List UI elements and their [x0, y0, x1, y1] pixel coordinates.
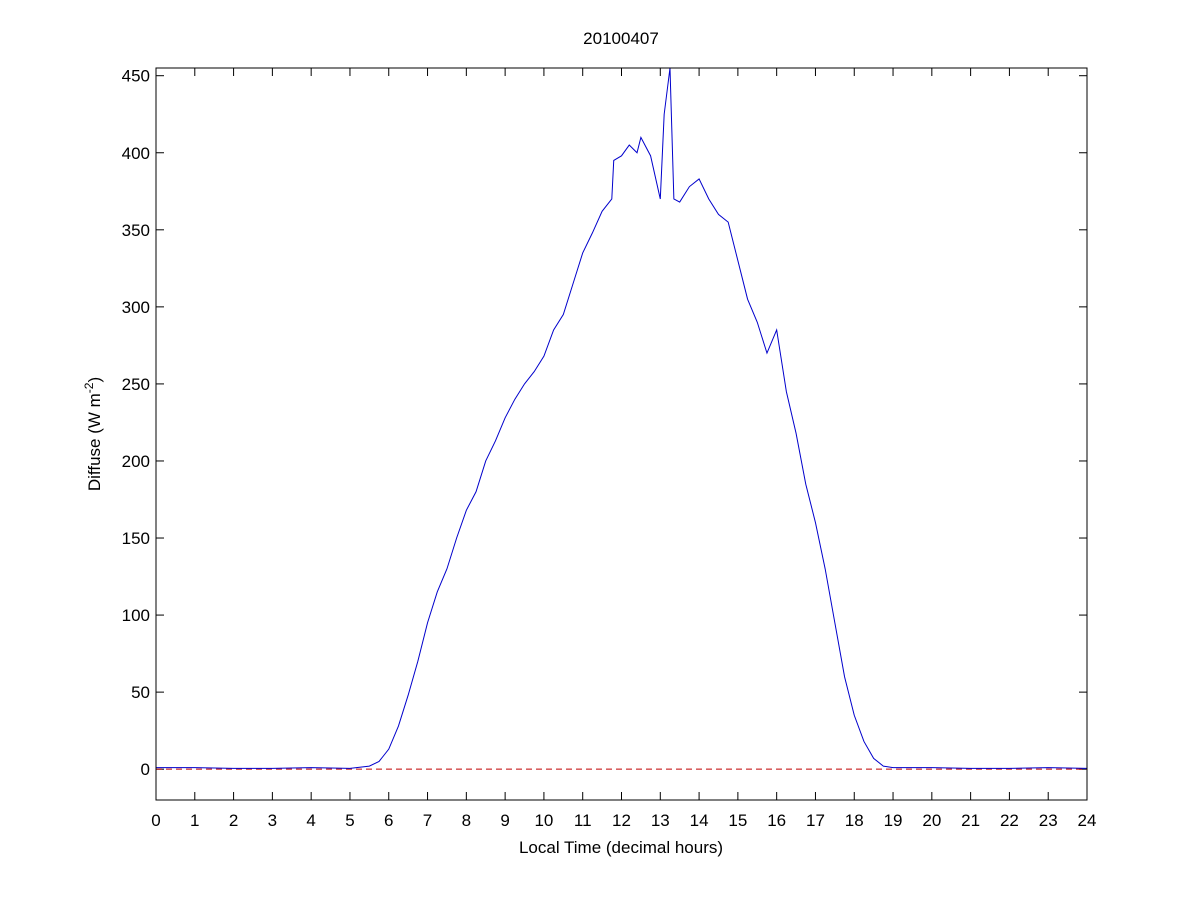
x-tick-label: 20	[922, 811, 941, 830]
data-line	[156, 67, 1088, 769]
y-tick-label: 450	[122, 67, 150, 86]
y-label-text: )	[85, 377, 104, 383]
x-tick-label: 17	[806, 811, 825, 830]
y-tick-label: 200	[122, 452, 150, 471]
plot-frame	[155, 67, 1088, 801]
x-tick-label: 19	[884, 811, 903, 830]
x-axis-label: Local Time (decimal hours)	[519, 838, 723, 857]
y-tick-label: 100	[122, 606, 150, 625]
x-tick-label: 3	[268, 811, 277, 830]
x-tick-label: 16	[767, 811, 786, 830]
x-tick-label: 11	[574, 811, 592, 830]
x-tick-label: 1	[190, 811, 199, 830]
x-tick-label: 23	[1039, 811, 1058, 830]
x-tick-label: 0	[151, 811, 160, 830]
plot-area	[156, 68, 1087, 800]
x-tick-label: 18	[845, 811, 864, 830]
x-tick-label: 8	[462, 811, 471, 830]
chart-title: 20100407	[583, 29, 659, 48]
y-tick-label: 400	[122, 144, 150, 163]
y-axis-label: Diffuse (W m-2)	[82, 377, 104, 491]
y-tick-label: 300	[122, 298, 150, 317]
y-tick-label: 0	[141, 760, 150, 779]
y-tick-label: 350	[122, 221, 150, 240]
x-tick-label: 10	[534, 811, 553, 830]
x-tick-label: 15	[728, 811, 747, 830]
x-tick-label: 21	[961, 811, 980, 830]
x-tick-label: 24	[1078, 811, 1097, 830]
x-tick-label: 6	[384, 811, 393, 830]
y-tick-label: 50	[131, 683, 150, 702]
x-tick-label: 14	[690, 811, 709, 830]
y-tick-label: 150	[122, 529, 150, 548]
y-label-text: Diffuse (W m	[85, 393, 104, 491]
x-tick-label: 22	[1000, 811, 1019, 830]
y-tick-label: 250	[122, 375, 150, 394]
x-tick-label: 9	[500, 811, 509, 830]
x-tick-label: 7	[423, 811, 432, 830]
y-label-superscript: -2	[82, 382, 96, 393]
x-tick-label: 4	[306, 811, 315, 830]
x-tick-label: 12	[612, 811, 631, 830]
x-tick-label: 2	[229, 811, 238, 830]
x-tick-label: 13	[651, 811, 670, 830]
x-tick-label: 5	[345, 811, 354, 830]
